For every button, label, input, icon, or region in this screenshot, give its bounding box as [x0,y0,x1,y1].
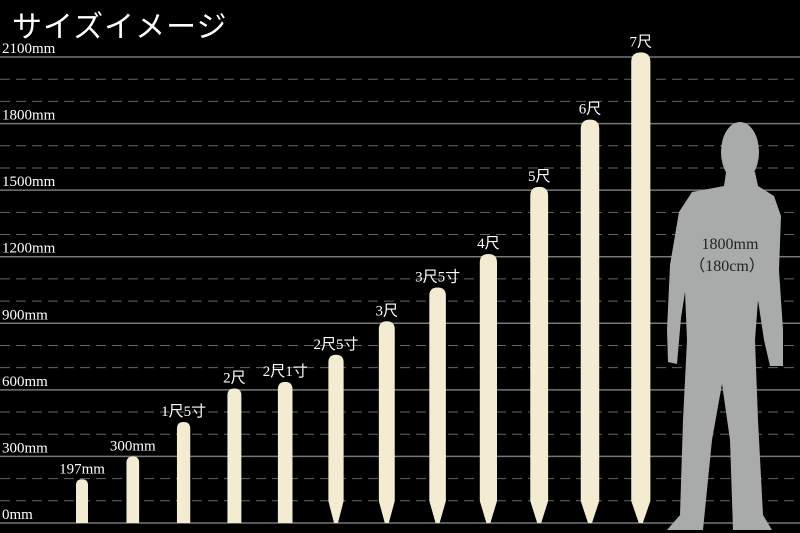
stake-label: 300mm [110,438,156,454]
stake-label: 7尺 [630,33,653,50]
stake-label: 2尺 [223,370,246,387]
y-tick-label: 1500mm [2,174,56,190]
stake-bar [227,388,242,523]
stake-label: 2尺5寸 [313,336,358,353]
stake-bar [378,321,395,523]
stake-label: 3尺5寸 [415,269,460,286]
person-body [667,172,783,530]
person-height-cm-label: （180cm） [689,257,765,275]
stake-bar [126,456,140,523]
stake-bar [479,254,497,523]
y-tick-label: 1800mm [2,108,56,124]
y-tick-label: 600mm [2,374,48,390]
person-head [721,122,759,182]
y-tick-label: 0mm [2,507,33,523]
chart-title: サイズイメージ [12,10,228,45]
stake-label: 1尺5寸 [161,403,206,420]
stake-label: 197mm [59,461,105,477]
stake-label: 2尺1寸 [263,363,308,380]
stake-label: 4尺 [477,235,500,252]
stake-label: 5尺 [528,168,551,185]
person-silhouette: 1800mm （180cm） [667,122,783,530]
stake-bar [76,479,88,523]
y-tick-label: 900mm [2,307,48,323]
stake-bar [328,354,344,523]
stake-bar [631,52,651,524]
stake-label: 6尺 [579,101,602,118]
stake-bar [277,381,293,523]
stake-bar [176,422,191,523]
stake-bar [580,119,600,523]
y-tick-label: 2100mm [2,41,56,57]
stake-bar [530,186,549,524]
y-tick-label: 1200mm [2,241,56,257]
person-height-label: 1800mm [702,236,759,253]
y-tick-label: 300mm [2,440,48,456]
stake-label: 3尺 [376,302,399,319]
stake-bar [429,287,446,523]
